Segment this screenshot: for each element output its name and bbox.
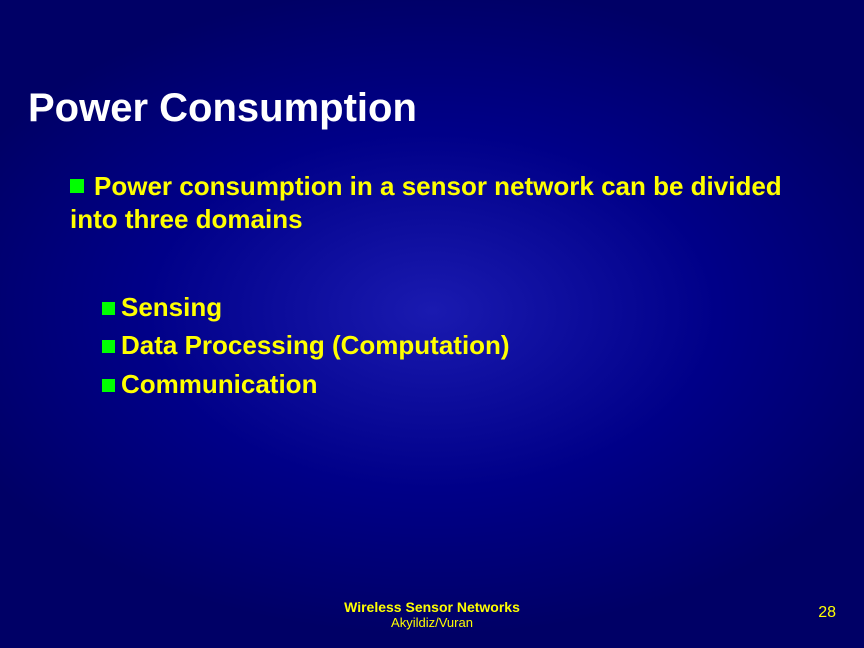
slide-title: Power Consumption bbox=[28, 86, 417, 131]
main-bullet: Power consumption in a sensor network ca… bbox=[70, 170, 810, 237]
square-bullet-icon bbox=[70, 179, 84, 193]
sub-bullet-item: Communication bbox=[102, 365, 510, 403]
footer: Wireless Sensor Networks Akyildiz/Vuran bbox=[0, 599, 864, 630]
main-bullet-text: Power consumption in a sensor network ca… bbox=[70, 171, 782, 234]
footer-authors: Akyildiz/Vuran bbox=[0, 615, 864, 630]
square-bullet-icon bbox=[102, 302, 115, 315]
square-bullet-icon bbox=[102, 379, 115, 392]
sub-bullet-item: Data Processing (Computation) bbox=[102, 326, 510, 364]
footer-title: Wireless Sensor Networks bbox=[0, 599, 864, 615]
sub-bullet-text: Data Processing (Computation) bbox=[121, 330, 510, 360]
sub-bullet-text: Communication bbox=[121, 369, 317, 399]
square-bullet-icon bbox=[102, 340, 115, 353]
sub-bullet-text: Sensing bbox=[121, 292, 222, 322]
sub-bullet-list: Sensing Data Processing (Computation) Co… bbox=[102, 288, 510, 403]
page-number: 28 bbox=[818, 604, 836, 622]
sub-bullet-item: Sensing bbox=[102, 288, 510, 326]
